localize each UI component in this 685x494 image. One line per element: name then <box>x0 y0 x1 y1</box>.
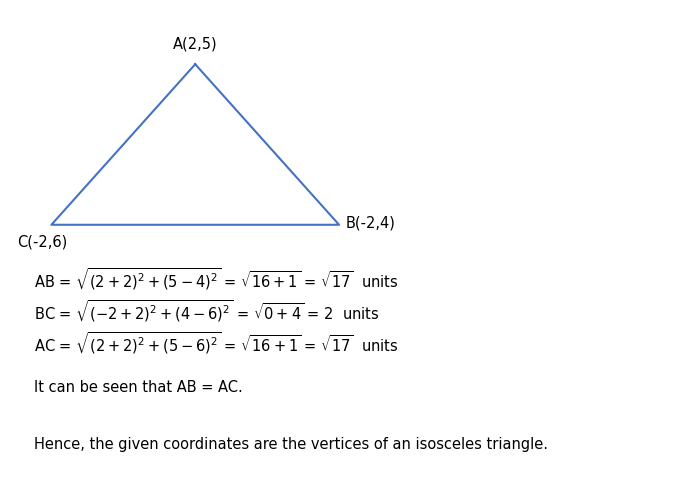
Text: BC = $\sqrt{(-2+2)^2+(4-6)^2}$ = $\sqrt{0+4}$ = 2  units: BC = $\sqrt{(-2+2)^2+(4-6)^2}$ = $\sqrt{… <box>34 298 380 324</box>
Text: AC = $\sqrt{(2+2)^2+(5-6)^2}$ = $\sqrt{16+1}$ = $\sqrt{17}$  units: AC = $\sqrt{(2+2)^2+(5-6)^2}$ = $\sqrt{1… <box>34 330 399 356</box>
Text: It can be seen that AB = AC.: It can be seen that AB = AC. <box>34 380 243 395</box>
Text: Hence, the given coordinates are the vertices of an isosceles triangle.: Hence, the given coordinates are the ver… <box>34 437 548 452</box>
Text: A(2,5): A(2,5) <box>173 37 218 52</box>
Text: C(-2,6): C(-2,6) <box>17 235 67 249</box>
Text: B(-2,4): B(-2,4) <box>346 216 396 231</box>
Text: AB = $\sqrt{(2+2)^2+(5-4)^2}$ = $\sqrt{16+1}$ = $\sqrt{17}$  units: AB = $\sqrt{(2+2)^2+(5-4)^2}$ = $\sqrt{1… <box>34 266 399 292</box>
